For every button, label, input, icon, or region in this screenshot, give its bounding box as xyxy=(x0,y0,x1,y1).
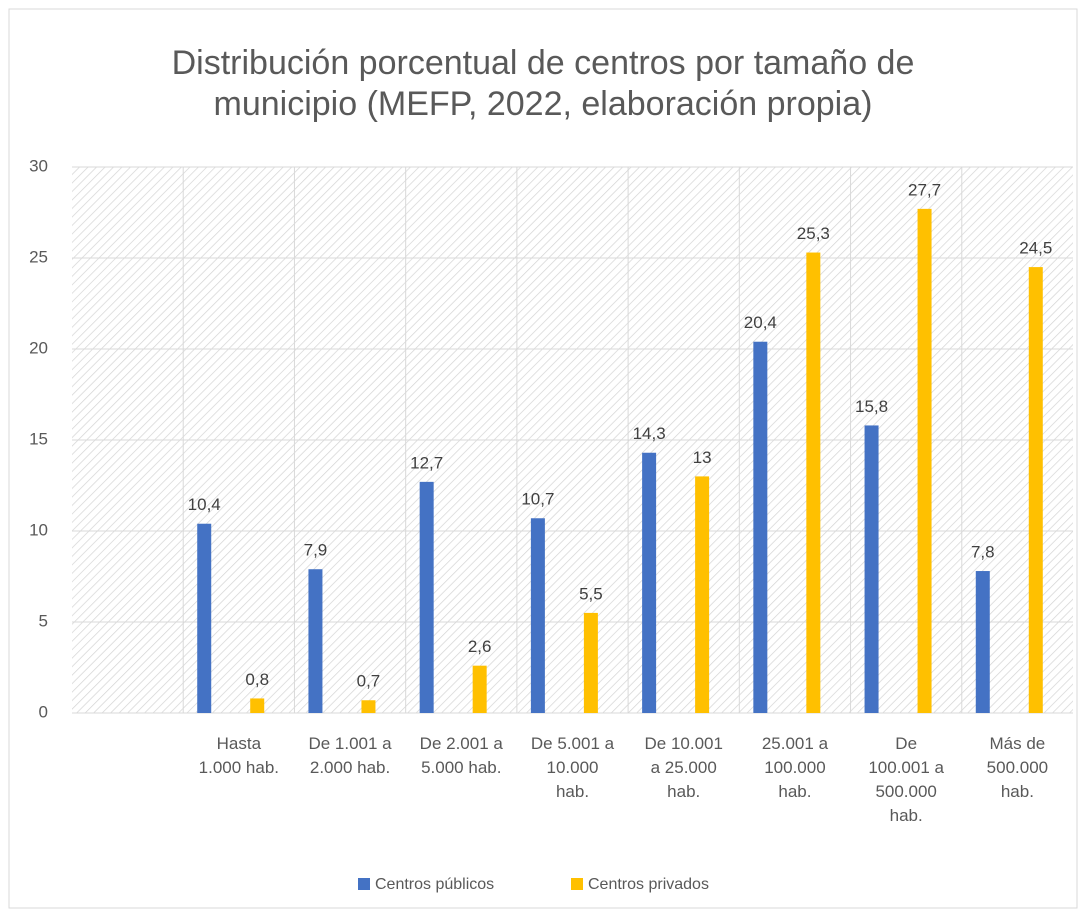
bar xyxy=(753,341,768,713)
bar xyxy=(642,452,657,713)
bar xyxy=(806,252,821,714)
x-tick-label: De 1.001 a 2.000 hab. xyxy=(308,734,392,777)
data-label: 10,4 xyxy=(188,495,221,514)
data-label: 25,3 xyxy=(797,224,830,243)
data-label: 27,7 xyxy=(908,180,941,199)
bar xyxy=(308,569,323,713)
y-tick-label: 30 xyxy=(29,156,48,175)
x-tick-label: De 100.001 a 500.000 hab. xyxy=(868,734,944,825)
bar xyxy=(975,571,990,713)
y-tick-label: 5 xyxy=(39,611,48,630)
data-label: 0,7 xyxy=(357,672,381,691)
data-label: 20,4 xyxy=(744,313,777,332)
data-label: 0,8 xyxy=(245,670,269,689)
x-tick-label: De 5.001 a 10.000 hab. xyxy=(531,734,615,801)
bar xyxy=(695,476,710,713)
y-tick-label: 20 xyxy=(29,338,48,357)
bar xyxy=(250,698,265,713)
x-tick-label: De 10.001 a 25.000 hab. xyxy=(644,734,722,801)
data-label: 15,8 xyxy=(855,397,888,416)
bar xyxy=(419,481,434,713)
bar xyxy=(361,700,376,713)
bar xyxy=(917,208,932,714)
bar xyxy=(530,518,545,713)
y-tick-label: 10 xyxy=(29,520,48,539)
data-label: 10,7 xyxy=(521,490,554,509)
bar xyxy=(1028,267,1043,713)
legend-label: Centros privados xyxy=(588,876,709,893)
data-label: 7,8 xyxy=(971,543,995,562)
data-label: 5,5 xyxy=(579,584,603,603)
data-label: 2,6 xyxy=(468,637,492,656)
bar xyxy=(197,523,212,713)
y-tick-label: 0 xyxy=(39,702,48,721)
data-label: 13 xyxy=(693,448,712,467)
x-tick-label: 25.001 a 100.000 hab. xyxy=(762,734,829,801)
data-label: 12,7 xyxy=(410,453,443,472)
chart-title: municipio (MEFP, 2022, elaboración propi… xyxy=(214,85,873,123)
x-tick-label: Hasta 1.000 hab. xyxy=(199,734,279,777)
legend-label: Centros públicos xyxy=(375,876,494,893)
x-tick-label: De 2.001 a 5.000 hab. xyxy=(420,734,504,777)
y-tick-label: 25 xyxy=(29,247,48,266)
data-label: 14,3 xyxy=(633,424,666,443)
data-label: 24,5 xyxy=(1019,239,1052,258)
bar xyxy=(472,665,487,713)
y-tick-label: 15 xyxy=(29,429,48,448)
bar xyxy=(864,425,879,713)
legend-swatch xyxy=(571,878,583,890)
x-tick-label: Más de 500.000 hab. xyxy=(987,734,1048,801)
data-label: 7,9 xyxy=(304,541,328,560)
legend-swatch xyxy=(358,878,370,890)
chart-title: Distribución porcentual de centros por t… xyxy=(172,44,915,82)
bar xyxy=(583,612,598,713)
